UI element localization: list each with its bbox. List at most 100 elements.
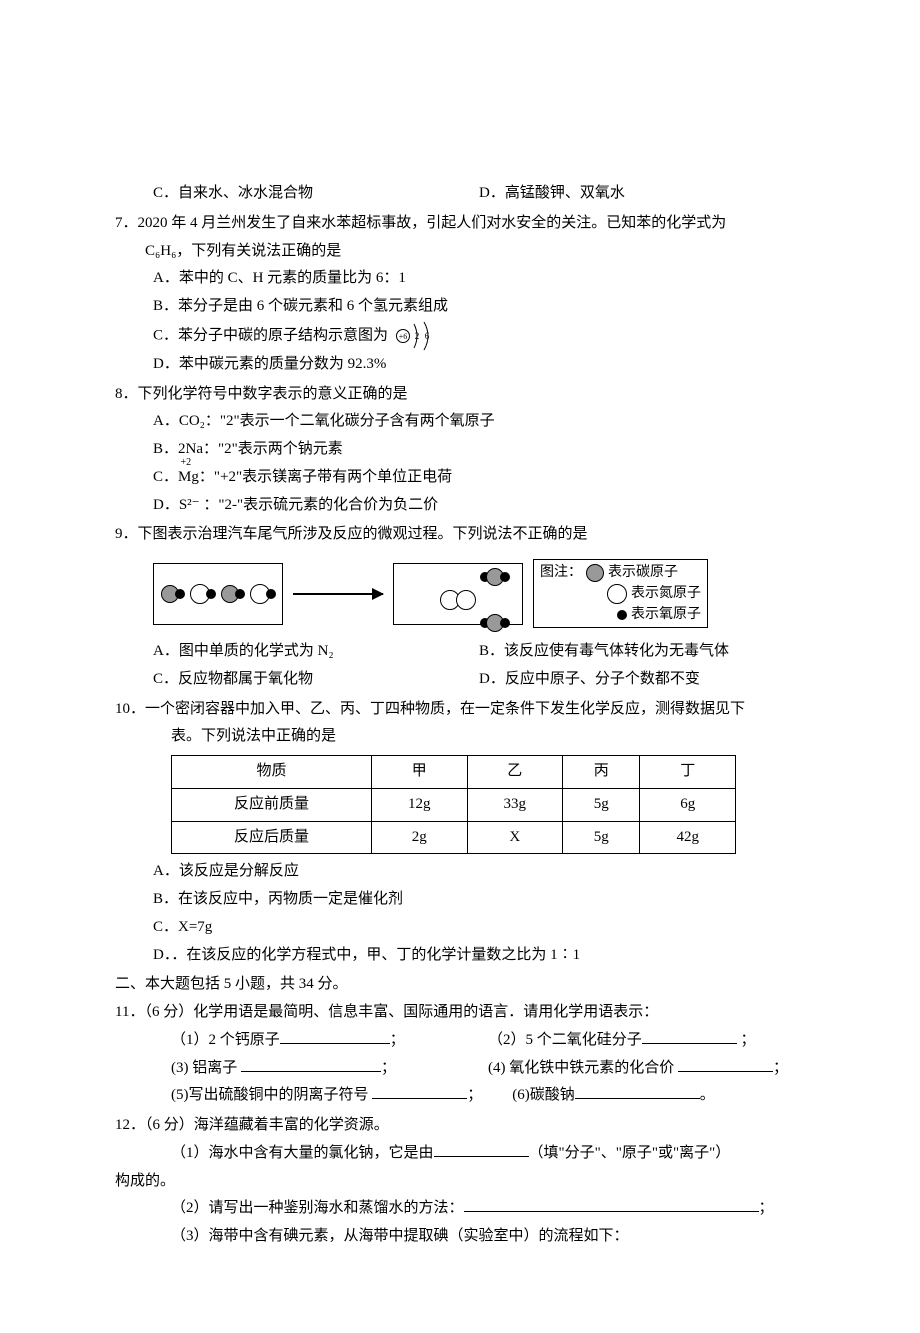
nitrogen-atom-icon [607,584,627,604]
q12-p1b: （填"分子"、"原子"或"离子"） [529,1145,731,1161]
q11-p2: （2）5 个二氧化硅分子 ； [488,1027,805,1055]
blank-input[interactable] [241,1055,381,1072]
cell: 2g [372,821,468,854]
q7: 7．2020 年 4 月兰州发生了自来水苯超标事故，引起人们对水安全的关注。已知… [115,210,805,379]
blank-input[interactable] [678,1055,773,1072]
cell: 12g [372,788,468,821]
q8: 8．下列化学符号中数字表示的意义正确的是 A．CO₂："2"表示一个二氧化碳分子… [115,381,805,520]
q7-optC: C．苯分子中碳的原子结构示意图为 +6 2 6 [115,321,805,351]
q12-p1: （1）海水中含有大量的氯化钠，它是由（填"分子"、"原子"或"离子"） [115,1140,805,1168]
q11-stem: 11．（6 分）化学用语是最简明、信息丰富、国际通用的语言．请用化学用语表示： [115,999,805,1027]
atom-core: +6 [399,332,408,341]
q6-optD: D．高锰酸钾、双氧水 [479,180,805,208]
q8-optD: D．S²⁻ ："2-"表示硫元素的化合价为负二价 [115,492,805,520]
q11-p56: (5)写出硫酸铜中的阴离子符号 ； (6)碳酸钠。 [115,1082,805,1110]
legend-box: 图注：表示碳原子 表示氮原子 表示氧原子 [533,559,708,628]
blank-input[interactable] [280,1027,390,1044]
q8-stem: 8．下列化学符号中数字表示的意义正确的是 [115,381,805,409]
svg-text:2: 2 [415,331,420,341]
q7-stem1: 7．2020 年 4 月兰州发生了自来水苯超标事故，引起人们对水安全的关注。已知… [115,210,805,238]
blank-input[interactable] [575,1083,700,1100]
q12-p2-text: （2）请写出一种鉴别海水和蒸馏水的方法： [171,1200,464,1216]
legend-nitrogen: 表示氮原子 [631,583,701,604]
q12-p3: （3）海带中含有碘元素，从海带中提取碘（实验室中）的流程如下： [115,1223,805,1251]
q8-optC-pre: C． [153,469,178,485]
q7-stem2: C₆H₆，下列有关说法正确的是 [115,238,805,266]
q11-p1-text: （1）2 个钙原子 [171,1032,280,1048]
cell: X [467,821,563,854]
molecule-n2 [442,590,474,610]
legend-carbon: 表示碳原子 [608,562,678,583]
blank-input[interactable] [464,1196,759,1213]
section2-title: 二、本大题包括 5 小题，共 34 分。 [115,971,805,999]
cell: 反应后质量 [172,821,372,854]
th-c: 丙 [563,756,640,789]
q7-optA: A．苯中的 C、H 元素的质量比为 6：1 [115,265,805,293]
atom-structure-icon: +6 2 6 [392,321,436,351]
q12-p2: （2）请写出一种鉴别海水和蒸馏水的方法：； [115,1195,805,1223]
q11-p3: (3) 铝离子 ； [171,1055,488,1083]
th-d: 丁 [640,756,736,789]
blank-input[interactable] [372,1083,467,1100]
q10-optD: D．．在该反应的化学方程式中，甲、丁的化学计量数之比为 1∶1 [115,942,805,970]
q11-p5-text: (5)写出硫酸铜中的阴离子符号 [171,1087,372,1103]
blank-input[interactable] [642,1027,737,1044]
molecule-no [192,584,214,604]
q9-optA: A．图中单质的化学式为 N₂ [153,638,479,666]
th-a: 甲 [372,756,468,789]
q10-stem1: 10．一个密闭容器中加入甲、乙、丙、丁四种物质，在一定条件下发生化学反应，测得数… [115,696,805,724]
molecule-co2 [398,614,518,632]
molecule-co2 [398,568,518,586]
blank-input[interactable] [434,1140,529,1157]
q11-p2-text: （2）5 个二氧化硅分子 [488,1032,642,1048]
reaction-diagram: 图注：表示碳原子 表示氮原子 表示氧原子 [115,559,805,628]
q6-options: C．自来水、冰水混合物 D．高锰酸钾、双氧水 [115,180,805,208]
q10-optA: A．该反应是分解反应 [115,858,805,886]
molecule-no [252,584,274,604]
table-row: 反应后质量 2g X 5g 42g [172,821,736,854]
q11-p1: （1）2 个钙原子； [171,1027,488,1055]
cell: 5g [563,788,640,821]
reactants-box [153,563,283,625]
legend-oxygen: 表示氧原子 [631,604,701,625]
q8-optC-post: ："+2"表示镁离子带有两个单位正电荷 [199,469,452,485]
q11-p4-text: (4) 氧化铁中铁元素的化合价 [488,1060,678,1076]
oxygen-atom-icon [617,610,627,620]
q10-optB: B．在该反应中，丙物质一定是催化剂 [115,886,805,914]
q12-p1c: 构成的。 [115,1168,805,1196]
q7-optB: B．苯分子是由 6 个碳元素和 6 个氢元素组成 [115,293,805,321]
q11-p6-text: (6)碳酸钠 [512,1087,575,1103]
q11: 11．（6 分）化学用语是最简明、信息丰富、国际通用的语言．请用化学用语表示： … [115,999,805,1110]
q9-optD: D．反应中原子、分子个数都不变 [479,666,805,694]
products-box [393,563,523,625]
cell: 5g [563,821,640,854]
q12-stem: 12．（6 分）海洋蕴藏着丰富的化学资源。 [115,1112,805,1140]
q9-optC: C．反应物都属于氧化物 [153,666,479,694]
q11-p3-text: (3) 铝离子 [171,1060,241,1076]
q8-optA: A．CO₂："2"表示一个二氧化碳分子含有两个氧原子 [115,408,805,436]
molecule-co [163,585,183,603]
q10-optC: C．X=7g [115,914,805,942]
q12: 12．（6 分）海洋蕴藏着丰富的化学资源。 （1）海水中含有大量的氯化钠，它是由… [115,1112,805,1251]
cell: 42g [640,821,736,854]
q10-stem2: 表。下列说法中正确的是 [115,723,805,751]
table-row: 物质 甲 乙 丙 丁 [172,756,736,789]
q9-stem: 9．下图表示治理汽车尾气所涉及反应的微观过程。下列说法不正确的是 [115,521,805,549]
q9: 9．下图表示治理汽车尾气所涉及反应的微观过程。下列说法不正确的是 图注：表示碳原… [115,521,805,693]
molecule-co [223,585,243,603]
th-b: 乙 [467,756,563,789]
cell: 6g [640,788,736,821]
reaction-arrow-icon [293,593,383,595]
table-row: 反应前质量 12g 33g 5g 6g [172,788,736,821]
svg-text:6: 6 [425,331,430,341]
cell: 33g [467,788,563,821]
q11-p4: (4) 氧化铁中铁元素的化合价 ； [488,1055,805,1083]
q8-optC: C．+2Mg："+2"表示镁离子带有两个单位正电荷 [115,464,805,492]
q7-optD: D．苯中碳元素的质量分数为 92.3% [115,351,805,379]
q10-table: 物质 甲 乙 丙 丁 反应前质量 12g 33g 5g 6g 反应后质量 2g … [171,755,736,854]
q9-optB: B．该反应使有毒气体转化为无毒气体 [479,638,805,666]
q7-optC-text: C．苯分子中碳的原子结构示意图为 [153,327,388,343]
cell: 反应前质量 [172,788,372,821]
q6-optC: C．自来水、冰水混合物 [153,180,479,208]
q10: 10．一个密闭容器中加入甲、乙、丙、丁四种物质，在一定条件下发生化学反应，测得数… [115,696,805,970]
